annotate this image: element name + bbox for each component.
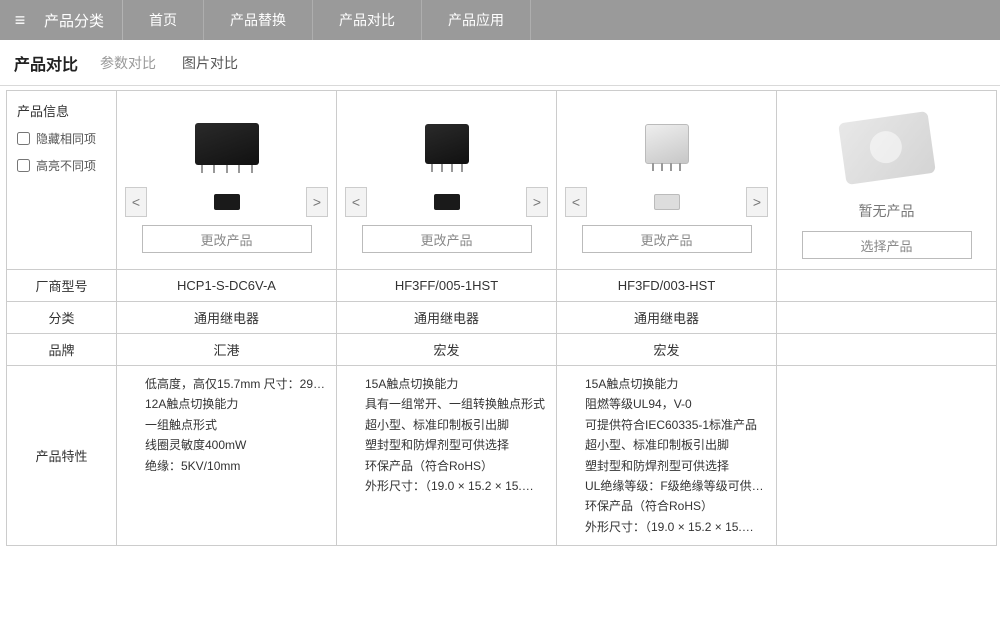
relay-icon [645, 124, 689, 164]
feature-item: 低高度，高仅15.7mm 尺寸：29.0×… [145, 374, 326, 394]
row-brand: 品牌 汇港 宏发 宏发 [7, 334, 997, 366]
row-features: 产品特性 低高度，高仅15.7mm 尺寸：29.0×…12A触点切换能力一组触点… [7, 366, 997, 546]
page-title: 产品对比 [14, 51, 78, 75]
feature-item: 具有一组常开、一组转换触点形式 [365, 394, 546, 414]
feature-item: 超小型、标准印制板引出脚 [585, 435, 766, 455]
thumb-prev-button[interactable]: < [565, 187, 587, 217]
product-image [125, 105, 328, 183]
no-product-label: 暂无产品 [785, 201, 988, 221]
product-slot-2: < > 更改产品 [337, 91, 557, 270]
cell-model: HCP1-S-DC6V-A [117, 270, 337, 302]
hide-same-label: 隐藏相同项 [36, 130, 96, 147]
change-product-button[interactable]: 更改产品 [582, 225, 752, 253]
feature-item: 塑封型和防焊剂型可供选择 [585, 456, 766, 476]
feature-item: 15A触点切换能力 [365, 374, 546, 394]
cell-model: HF3FF/005-1HST [337, 270, 557, 302]
feature-item: 阻燃等级UL94，V-0 [585, 394, 766, 414]
product-slot-4-empty: 暂无产品 选择产品 [777, 91, 997, 270]
image-placeholder-icon [838, 111, 936, 185]
thumbnail[interactable] [151, 187, 302, 217]
feature-item: 环保产品（符合RoHS） [365, 456, 546, 476]
feature-item: 外形尺寸：（19.0 × 15.2 × 15.… [365, 476, 546, 496]
cell-brand: 宏发 [337, 334, 557, 366]
subheader: 产品对比 参数对比 图片对比 [0, 40, 1000, 86]
thumb-prev-button[interactable]: < [345, 187, 367, 217]
compare-table: 产品信息 隐藏相同项 高亮不同项 < > 更改产品 [6, 90, 997, 546]
top-nav: ≡ 产品分类 首页 产品替换 产品对比 产品应用 [0, 0, 1000, 40]
nav-home[interactable]: 首页 [123, 0, 204, 40]
feature-item: 绝缘：5KV/10mm [145, 456, 326, 476]
thumbnail-row: < > [565, 187, 768, 217]
highlight-diff-label: 高亮不同项 [36, 157, 96, 174]
nav-category[interactable]: 产品分类 [40, 0, 123, 40]
relay-icon [425, 124, 469, 164]
thumb-next-button[interactable]: > [746, 187, 768, 217]
info-title: 产品信息 [17, 101, 106, 120]
row-label-features: 产品特性 [7, 366, 117, 546]
feature-item: 塑封型和防焊剂型可供选择 [365, 435, 546, 455]
nav-application[interactable]: 产品应用 [422, 0, 531, 40]
cell-category: 通用继电器 [337, 302, 557, 334]
feature-item: 12A触点切换能力 [145, 394, 326, 414]
feature-item: 一组触点形式 [145, 415, 326, 435]
placeholder-image [785, 99, 988, 197]
row-category: 分类 通用继电器 通用继电器 通用继电器 [7, 302, 997, 334]
thumbnail[interactable] [371, 187, 522, 217]
product-slot-1: < > 更改产品 [117, 91, 337, 270]
cell-brand: 汇港 [117, 334, 337, 366]
info-panel: 产品信息 隐藏相同项 高亮不同项 [7, 91, 117, 270]
feature-item: 线圈灵敏度400mW [145, 435, 326, 455]
row-label-brand: 品牌 [7, 334, 117, 366]
cell-empty [777, 366, 997, 546]
feature-item: 外形尺寸：（19.0 × 15.2 × 15.… [585, 517, 766, 537]
menu-icon[interactable]: ≡ [0, 0, 40, 40]
feature-item: 15A触点切换能力 [585, 374, 766, 394]
tab-params[interactable]: 参数对比 [96, 41, 160, 85]
change-product-button[interactable]: 更改产品 [362, 225, 532, 253]
change-product-button[interactable]: 更改产品 [142, 225, 312, 253]
checkbox-highlight-diff[interactable]: 高亮不同项 [17, 157, 106, 174]
row-label-category: 分类 [7, 302, 117, 334]
nav-replace[interactable]: 产品替换 [204, 0, 313, 40]
tab-images[interactable]: 图片对比 [178, 41, 242, 85]
cell-empty [777, 270, 997, 302]
cell-features-3: 15A触点切换能力阻燃等级UL94，V-0可提供符合IEC60335-1标准产品… [557, 366, 777, 546]
feature-item: 可提供符合IEC60335-1标准产品 [585, 415, 766, 435]
feature-item: 超小型、标准印制板引出脚 [365, 415, 546, 435]
cell-features-2: 15A触点切换能力具有一组常开、一组转换触点形式超小型、标准印制板引出脚塑封型和… [337, 366, 557, 546]
cell-category: 通用继电器 [117, 302, 337, 334]
relay-icon [195, 123, 259, 165]
cell-brand: 宏发 [557, 334, 777, 366]
select-product-button[interactable]: 选择产品 [802, 231, 972, 259]
product-image [345, 105, 548, 183]
cell-empty [777, 302, 997, 334]
cell-model: HF3FD/003-HST [557, 270, 777, 302]
feature-item: UL绝缘等级：F级绝缘等级可供… [585, 476, 766, 496]
thumb-next-button[interactable]: > [526, 187, 548, 217]
checkbox-hide-same[interactable]: 隐藏相同项 [17, 130, 106, 147]
feature-item: 环保产品（符合RoHS） [585, 496, 766, 516]
nav-compare[interactable]: 产品对比 [313, 0, 422, 40]
row-label-model: 厂商型号 [7, 270, 117, 302]
product-image [565, 105, 768, 183]
compare-table-wrap: 产品信息 隐藏相同项 高亮不同项 < > 更改产品 [0, 86, 1000, 552]
hide-same-input[interactable] [17, 132, 30, 145]
cell-features-1: 低高度，高仅15.7mm 尺寸：29.0×…12A触点切换能力一组触点形式线圈灵… [117, 366, 337, 546]
product-slot-3: < > 更改产品 [557, 91, 777, 270]
highlight-diff-input[interactable] [17, 159, 30, 172]
row-model: 厂商型号 HCP1-S-DC6V-A HF3FF/005-1HST HF3FD/… [7, 270, 997, 302]
thumbnail[interactable] [591, 187, 742, 217]
thumbnail-row: < > [345, 187, 548, 217]
thumb-prev-button[interactable]: < [125, 187, 147, 217]
row-products: 产品信息 隐藏相同项 高亮不同项 < > 更改产品 [7, 91, 997, 270]
cell-empty [777, 334, 997, 366]
thumbnail-row: < > [125, 187, 328, 217]
cell-category: 通用继电器 [557, 302, 777, 334]
thumb-next-button[interactable]: > [306, 187, 328, 217]
